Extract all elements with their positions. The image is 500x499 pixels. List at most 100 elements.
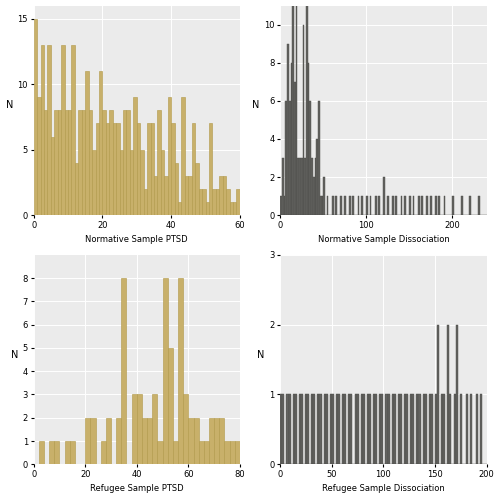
- Bar: [363, 395, 365, 465]
- Bar: [182, 97, 185, 215]
- Bar: [85, 71, 88, 215]
- Bar: [174, 163, 178, 215]
- Bar: [220, 176, 222, 215]
- Bar: [75, 163, 78, 215]
- Bar: [352, 196, 354, 215]
- Bar: [392, 196, 394, 215]
- Bar: [450, 395, 452, 465]
- Bar: [82, 110, 85, 215]
- Bar: [301, 395, 303, 465]
- Bar: [168, 97, 171, 215]
- Bar: [338, 395, 340, 465]
- Bar: [398, 395, 400, 465]
- Bar: [188, 176, 192, 215]
- Bar: [106, 123, 110, 215]
- Bar: [322, 196, 323, 215]
- Bar: [222, 176, 226, 215]
- Bar: [421, 196, 423, 215]
- X-axis label: Refugee Sample Dissociation: Refugee Sample Dissociation: [322, 485, 445, 494]
- Bar: [366, 196, 368, 215]
- Bar: [301, 158, 302, 215]
- Bar: [147, 418, 152, 465]
- Bar: [410, 395, 412, 465]
- Bar: [44, 110, 48, 215]
- Bar: [161, 150, 164, 215]
- Bar: [404, 196, 406, 215]
- Bar: [375, 395, 377, 465]
- Bar: [394, 395, 396, 465]
- Bar: [373, 395, 375, 465]
- Bar: [224, 441, 230, 465]
- Bar: [316, 139, 318, 215]
- Bar: [330, 395, 332, 465]
- Bar: [384, 177, 385, 215]
- Bar: [216, 189, 220, 215]
- Bar: [116, 123, 119, 215]
- Bar: [92, 150, 96, 215]
- Bar: [307, 395, 309, 465]
- Bar: [100, 441, 106, 465]
- Bar: [310, 101, 311, 215]
- Bar: [416, 395, 418, 465]
- Bar: [380, 395, 382, 465]
- Bar: [282, 395, 284, 465]
- Bar: [61, 45, 64, 215]
- Bar: [370, 196, 372, 215]
- Bar: [361, 196, 363, 215]
- Bar: [418, 196, 420, 215]
- Bar: [296, 5, 298, 215]
- Bar: [314, 395, 316, 465]
- Bar: [164, 176, 168, 215]
- Bar: [226, 189, 230, 215]
- Bar: [286, 395, 288, 465]
- Bar: [64, 441, 70, 465]
- Bar: [318, 101, 320, 215]
- Y-axis label: N: N: [258, 349, 264, 359]
- Bar: [110, 110, 112, 215]
- Bar: [313, 177, 314, 215]
- Bar: [412, 395, 414, 465]
- Bar: [452, 196, 454, 215]
- Bar: [72, 45, 75, 215]
- Bar: [438, 196, 440, 215]
- Bar: [288, 395, 290, 465]
- Bar: [122, 278, 126, 465]
- Bar: [360, 395, 363, 465]
- Bar: [192, 123, 195, 215]
- Bar: [323, 177, 325, 215]
- Bar: [443, 395, 446, 465]
- Bar: [298, 158, 299, 215]
- X-axis label: Normative Sample PTSD: Normative Sample PTSD: [86, 235, 188, 245]
- Bar: [332, 196, 334, 215]
- Bar: [400, 395, 402, 465]
- Bar: [102, 110, 106, 215]
- Bar: [173, 441, 178, 465]
- Bar: [58, 110, 61, 215]
- Bar: [456, 324, 458, 465]
- Bar: [378, 196, 380, 215]
- Bar: [289, 101, 290, 215]
- Bar: [314, 158, 316, 215]
- Bar: [326, 395, 328, 465]
- Bar: [344, 395, 346, 465]
- Bar: [54, 110, 58, 215]
- Bar: [40, 45, 44, 215]
- Bar: [424, 395, 426, 465]
- Bar: [280, 196, 282, 215]
- Bar: [106, 418, 111, 465]
- Bar: [286, 101, 287, 215]
- Bar: [299, 158, 301, 215]
- Bar: [194, 418, 198, 465]
- Bar: [162, 278, 168, 465]
- Bar: [152, 395, 158, 465]
- Bar: [287, 44, 289, 215]
- Bar: [461, 196, 462, 215]
- Bar: [350, 395, 352, 465]
- Bar: [90, 418, 96, 465]
- Bar: [34, 18, 37, 215]
- Bar: [78, 110, 82, 215]
- Bar: [284, 196, 286, 215]
- Bar: [147, 123, 150, 215]
- X-axis label: Refugee Sample PTSD: Refugee Sample PTSD: [90, 485, 184, 494]
- Bar: [409, 196, 411, 215]
